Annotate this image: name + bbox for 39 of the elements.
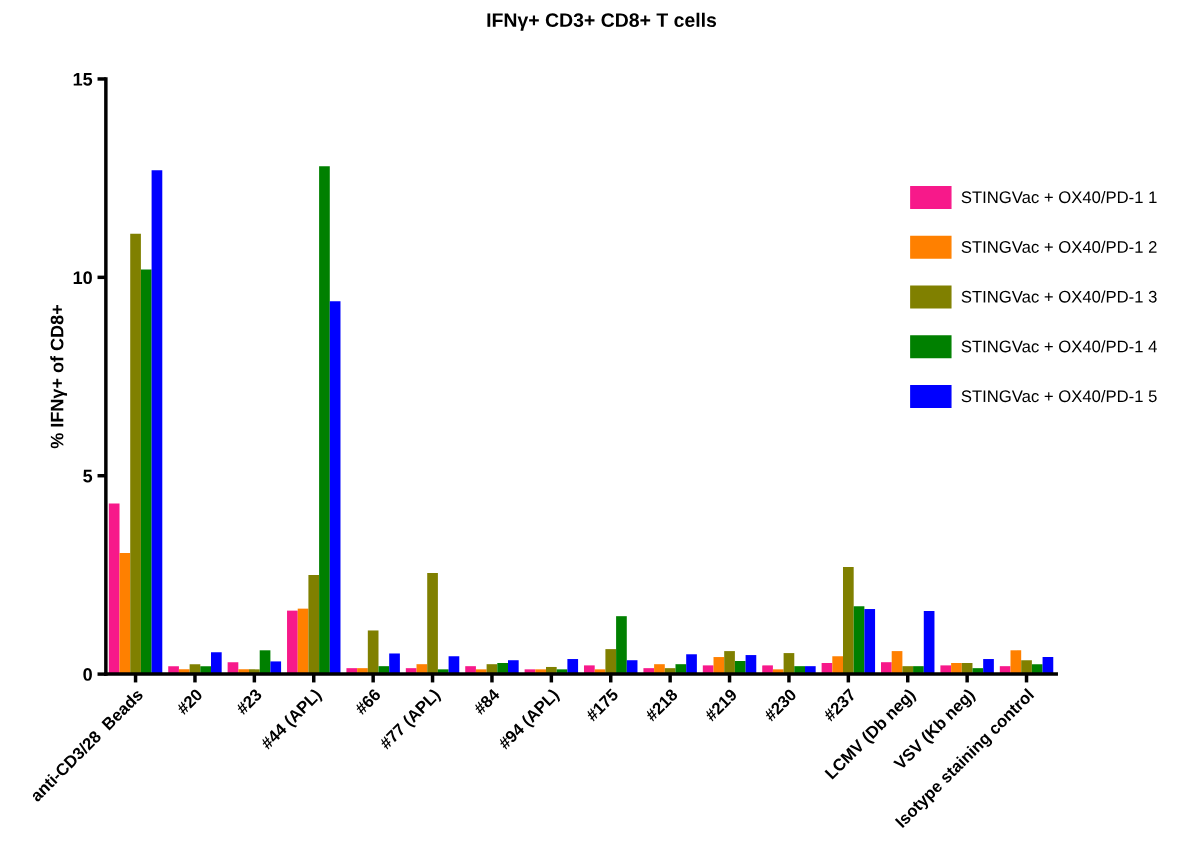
bar xyxy=(287,610,298,675)
bar xyxy=(686,654,697,675)
bar xyxy=(724,651,735,675)
y-tick-label: 15 xyxy=(73,73,93,86)
y-axis-title: % IFNγ+ of CD8+ xyxy=(50,305,68,449)
bar xyxy=(108,503,120,675)
bar xyxy=(130,233,141,675)
legend-label: STINGVac + OX40/PD-1 2 xyxy=(961,240,1157,253)
bar xyxy=(119,553,131,675)
bar xyxy=(319,166,330,675)
bar xyxy=(605,649,617,675)
legend-label: STINGVac + OX40/PD-1 5 xyxy=(961,389,1157,403)
x-tick-label: #20 xyxy=(175,688,204,716)
bar xyxy=(329,301,341,675)
bar xyxy=(923,611,935,675)
bar xyxy=(211,652,222,675)
chart-title: IFNγ+ CD3+ CD8+ T cells xyxy=(487,12,717,31)
bar xyxy=(151,170,163,675)
legend-label: STINGVac + OX40/PD-1 3 xyxy=(961,290,1157,303)
bar xyxy=(842,566,854,675)
x-tick-label: #23 xyxy=(235,688,263,716)
bar xyxy=(616,616,627,675)
x-tick-label: #84 xyxy=(472,687,501,716)
bar xyxy=(367,630,379,675)
bar xyxy=(427,572,438,675)
x-tick-label: #66 xyxy=(354,688,382,716)
y-tick-label: 5 xyxy=(83,469,93,483)
bar xyxy=(389,653,400,675)
y-tick-label: 0 xyxy=(83,668,92,681)
bar xyxy=(853,606,865,675)
legend-label: STINGVac + OX40/PD-1 1 xyxy=(961,190,1157,204)
bar xyxy=(864,609,876,675)
bar xyxy=(832,656,843,675)
legend-label: STINGVac + OX40/PD-1 4 xyxy=(961,340,1157,353)
bar xyxy=(140,269,152,675)
bar xyxy=(1010,650,1022,675)
bar xyxy=(297,608,309,675)
bar xyxy=(308,574,320,675)
y-tick-label: 10 xyxy=(73,271,92,285)
